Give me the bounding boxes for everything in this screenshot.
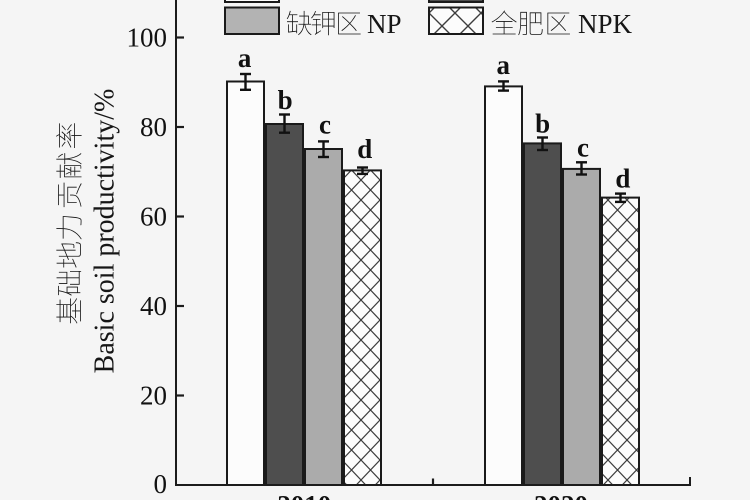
svg-text:a: a (497, 50, 511, 80)
svg-text:a: a (238, 43, 252, 73)
svg-text:2010: 2010 (277, 490, 331, 500)
svg-text:NPK: NPK (578, 9, 633, 39)
svg-text:d: d (615, 163, 630, 193)
svg-text:0: 0 (154, 469, 168, 499)
svg-text:c: c (319, 109, 331, 139)
svg-text:c: c (577, 132, 589, 162)
svg-text:100: 100 (127, 23, 168, 53)
svg-text:40: 40 (140, 291, 167, 321)
svg-text:2020: 2020 (534, 490, 588, 500)
svg-text:60: 60 (140, 202, 167, 232)
svg-text:Basic soil productivity/%: Basic soil productivity/% (90, 89, 121, 374)
svg-text:NP: NP (367, 9, 402, 39)
svg-text:b: b (535, 109, 550, 139)
svg-text:80: 80 (140, 112, 167, 142)
svg-text:b: b (278, 85, 293, 115)
svg-text:20: 20 (140, 381, 167, 411)
svg-text:d: d (357, 134, 372, 164)
